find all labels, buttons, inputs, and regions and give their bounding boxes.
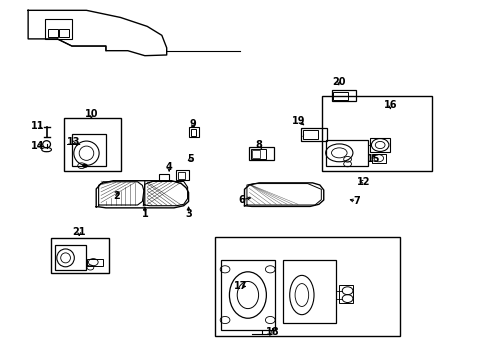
Text: 12: 12 <box>356 177 369 187</box>
Text: 5: 5 <box>187 154 194 163</box>
Bar <box>302 130 318 139</box>
Bar <box>339 285 352 303</box>
Text: 4: 4 <box>165 162 172 172</box>
Text: 11: 11 <box>31 121 44 131</box>
Text: 19: 19 <box>292 116 305 126</box>
Bar <box>87 258 102 266</box>
Text: 2: 2 <box>114 191 120 201</box>
Bar <box>333 93 347 100</box>
Bar <box>59 29 69 37</box>
Text: 3: 3 <box>185 209 192 219</box>
Bar <box>51 238 109 273</box>
Bar <box>252 150 259 158</box>
Bar <box>178 172 185 179</box>
Ellipse shape <box>82 164 87 167</box>
Bar <box>55 245 86 270</box>
Text: 1: 1 <box>141 209 148 219</box>
Bar <box>283 260 335 323</box>
Bar <box>251 149 265 159</box>
Text: 14: 14 <box>31 141 44 151</box>
Bar <box>159 174 169 181</box>
Bar <box>322 96 431 171</box>
Bar <box>221 260 274 330</box>
Bar <box>369 138 389 152</box>
Bar <box>371 154 385 163</box>
Text: 21: 21 <box>72 227 86 237</box>
Text: 6: 6 <box>238 195 245 204</box>
Text: 8: 8 <box>255 140 262 150</box>
Bar <box>47 29 58 37</box>
Bar <box>215 237 399 337</box>
Bar <box>176 170 188 180</box>
Bar <box>301 128 326 141</box>
Bar <box>331 90 356 102</box>
Bar <box>45 19 72 39</box>
Text: 7: 7 <box>352 197 359 206</box>
Bar <box>325 140 367 166</box>
Text: 15: 15 <box>366 154 379 164</box>
Text: 10: 10 <box>84 109 98 119</box>
Text: 20: 20 <box>331 77 345 87</box>
Text: 18: 18 <box>265 327 279 337</box>
Text: 16: 16 <box>383 100 396 110</box>
Bar <box>190 129 196 136</box>
Text: 9: 9 <box>189 118 196 129</box>
Bar <box>188 127 199 137</box>
Bar <box>63 118 121 171</box>
Text: 17: 17 <box>233 282 247 292</box>
Text: 13: 13 <box>66 138 80 148</box>
Bar <box>249 147 273 160</box>
Bar <box>72 134 106 166</box>
